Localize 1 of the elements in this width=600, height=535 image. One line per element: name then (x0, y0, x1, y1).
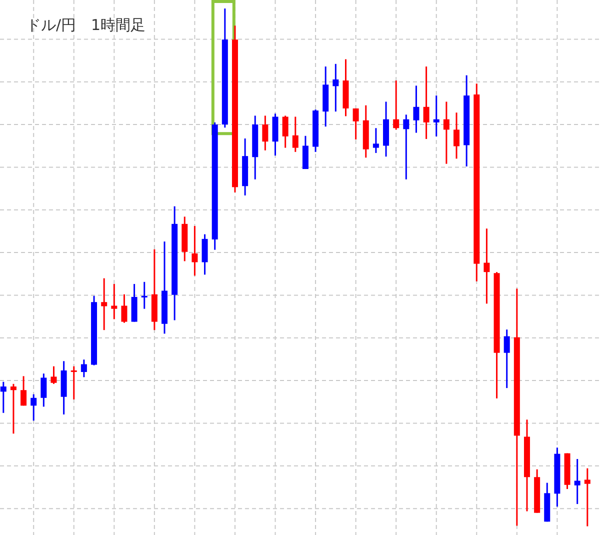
title: ドル/円 1時間足 (26, 16, 146, 34)
